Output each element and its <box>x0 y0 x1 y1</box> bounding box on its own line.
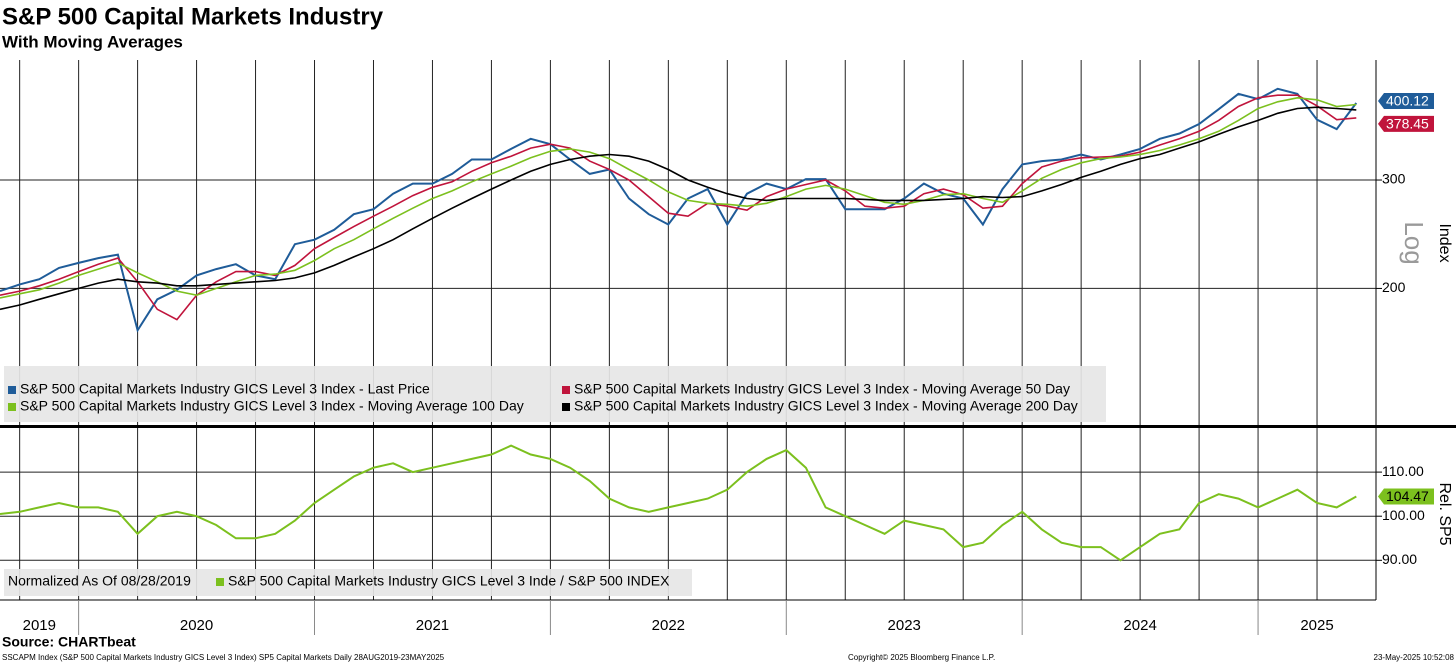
x-tick-label: 2025 <box>1300 617 1333 634</box>
legend-label: S&P 500 Capital Markets Industry GICS Le… <box>20 381 430 397</box>
last-value-tag <box>1378 115 1434 132</box>
data-line <box>0 94 1357 321</box>
x-tick-label: 2019 <box>23 617 56 634</box>
footer-center: Copyright© 2025 Bloomberg Finance L.P. <box>848 653 995 662</box>
panel: 200 300 400.12 378.45 S&P 500 Capital Market… <box>0 60 1434 425</box>
x-tick-label: 2020 <box>180 617 213 634</box>
scale-label: Log <box>1399 221 1429 264</box>
x-tick-label: 2022 <box>652 617 685 634</box>
y-axis-label: Index <box>1436 223 1453 262</box>
legend-label: S&P 500 Capital Markets Industry GICS Le… <box>228 573 670 589</box>
legend-swatch <box>8 403 16 411</box>
footer-left: SSCAPM Index (S&P 500 Capital Markets In… <box>2 653 445 662</box>
last-value-label: 400.12 <box>1386 93 1429 109</box>
x-tick-label: 2023 <box>888 617 921 634</box>
y-axis-label: Rel. SP5 <box>1436 482 1453 545</box>
legend-swatch <box>216 578 224 586</box>
y-tick-label: 100.00 <box>1382 507 1425 523</box>
legend-swatch <box>562 403 570 411</box>
legend-note: Normalized As Of 08/28/2019 <box>8 573 191 589</box>
y-tick-label: 200 <box>1382 279 1406 295</box>
x-tick-label: 2021 <box>416 617 449 634</box>
legend-swatch <box>8 386 16 394</box>
footer-right: 23-May-2025 10:52:08 <box>1374 653 1455 662</box>
legend-box <box>4 366 1106 422</box>
data-line <box>0 444 1357 562</box>
chart-subtitle: With Moving Averages <box>2 32 183 51</box>
source: Source: CHARTbeat <box>2 634 136 650</box>
data-line <box>0 96 1357 299</box>
panel: 90.00 100.00 110.00 104.47 Normalized As Of … <box>0 428 1434 635</box>
legend-label: S&P 500 Capital Markets Industry GICS Le… <box>574 381 1070 397</box>
legend-box <box>4 569 692 596</box>
data-line <box>0 87 1358 333</box>
data-line <box>0 106 1357 311</box>
legend-label: S&P 500 Capital Markets Industry GICS Le… <box>574 398 1078 414</box>
last-value-tag <box>1378 93 1434 110</box>
last-value-label: 104.47 <box>1386 488 1429 504</box>
chart-title: S&P 500 Capital Markets Industry <box>2 3 384 30</box>
y-tick-label: 90.00 <box>1382 551 1417 567</box>
y-tick-label: 300 <box>1382 171 1406 187</box>
last-value-label: 378.45 <box>1386 116 1429 132</box>
legend-swatch <box>562 386 570 394</box>
legend-label: S&P 500 Capital Markets Industry GICS Le… <box>20 398 524 414</box>
x-tick-label: 2024 <box>1123 617 1156 634</box>
y-tick-label: 110.00 <box>1382 463 1424 479</box>
last-value-tag <box>1378 488 1434 505</box>
